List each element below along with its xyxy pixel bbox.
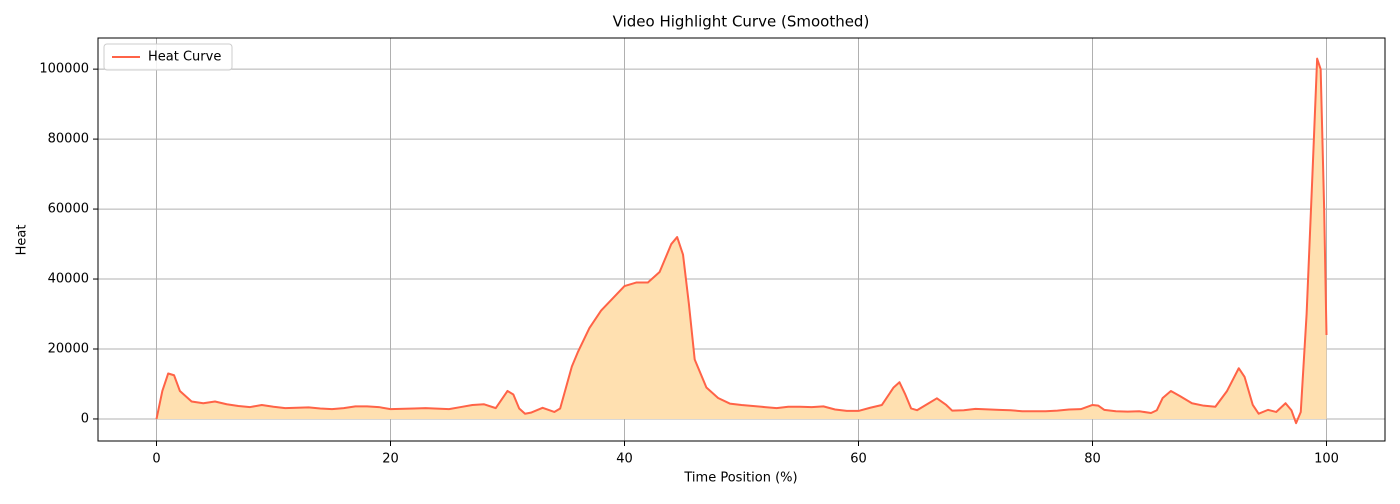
y-tick-label: 40000 xyxy=(48,272,89,287)
x-tick-label: 60 xyxy=(850,452,867,467)
x-tick-label: 100 xyxy=(1314,452,1339,467)
x-tick-label: 80 xyxy=(1084,452,1101,467)
legend-box xyxy=(103,43,233,71)
y-tick-label: 60000 xyxy=(48,202,89,217)
y-tick-label: 100000 xyxy=(39,62,89,77)
x-tick-label: 20 xyxy=(382,452,399,467)
y-tick-label: 20000 xyxy=(48,341,89,356)
x-tick-label: 0 xyxy=(152,452,160,467)
chart-title: Video Highlight Curve (Smoothed) xyxy=(613,13,870,31)
area xyxy=(156,58,1327,424)
y-axis-label: Heat xyxy=(15,225,30,256)
legend-label: Heat Curve xyxy=(148,50,221,65)
x-tick-label: 40 xyxy=(616,452,633,467)
y-tick-label: 80000 xyxy=(48,132,89,147)
x-axis-label: Time Position (%) xyxy=(683,471,797,486)
y-tick-label: 0 xyxy=(81,411,89,426)
line xyxy=(155,57,1328,425)
plot-frame xyxy=(97,37,1386,442)
